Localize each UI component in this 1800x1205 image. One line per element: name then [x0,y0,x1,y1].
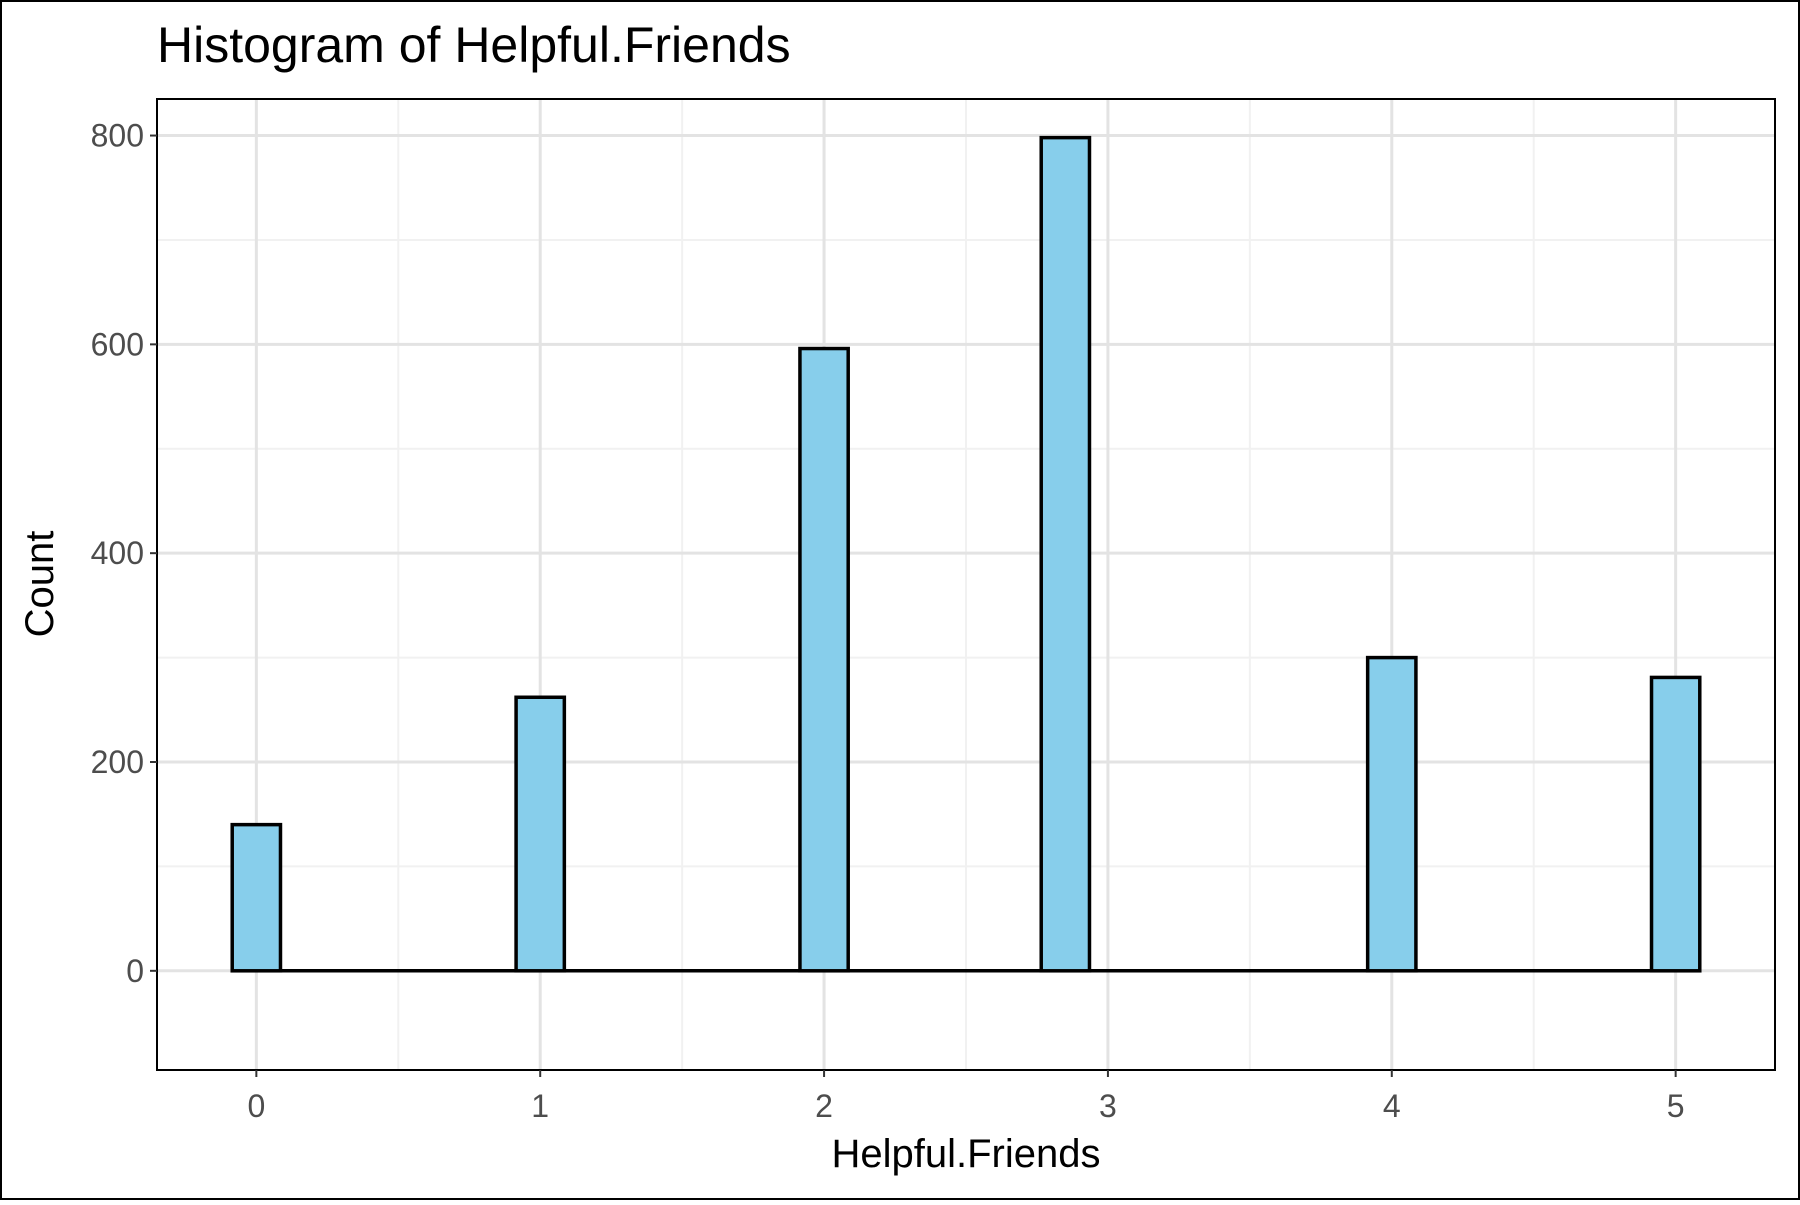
histogram-bar [1649,675,1702,973]
x-tick-label: 0 [247,1088,265,1124]
bars-group [230,135,1702,973]
y-tick-label: 200 [91,744,144,780]
panel-border [156,98,1776,1071]
y-axis-ticks: 0 200 400 600 800 [91,118,157,989]
x-tick-label: 5 [1667,1088,1685,1124]
histogram-bar [1039,135,1092,973]
histogram-bar [230,822,283,973]
chart-title: Histogram of Helpful.Friends [157,17,791,73]
y-tick-label: 600 [91,326,144,362]
minor-gridlines [157,99,1775,1070]
x-tick-label: 4 [1383,1088,1401,1124]
x-tick-label: 2 [815,1088,833,1124]
histogram-bar [1365,655,1418,973]
x-tick-label: 3 [1099,1088,1117,1124]
x-axis-ticks: 0 1 2 3 4 5 [247,1070,1685,1124]
y-axis-label: Count [18,531,62,638]
y-tick-label: 800 [91,118,144,154]
y-tick-label: 0 [126,953,144,989]
histogram-bar [798,346,850,973]
x-tick-label: 1 [531,1088,549,1124]
x-axis-label: Helpful.Friends [831,1132,1100,1176]
histogram-bar [514,695,567,973]
y-tick-label: 400 [91,535,144,571]
